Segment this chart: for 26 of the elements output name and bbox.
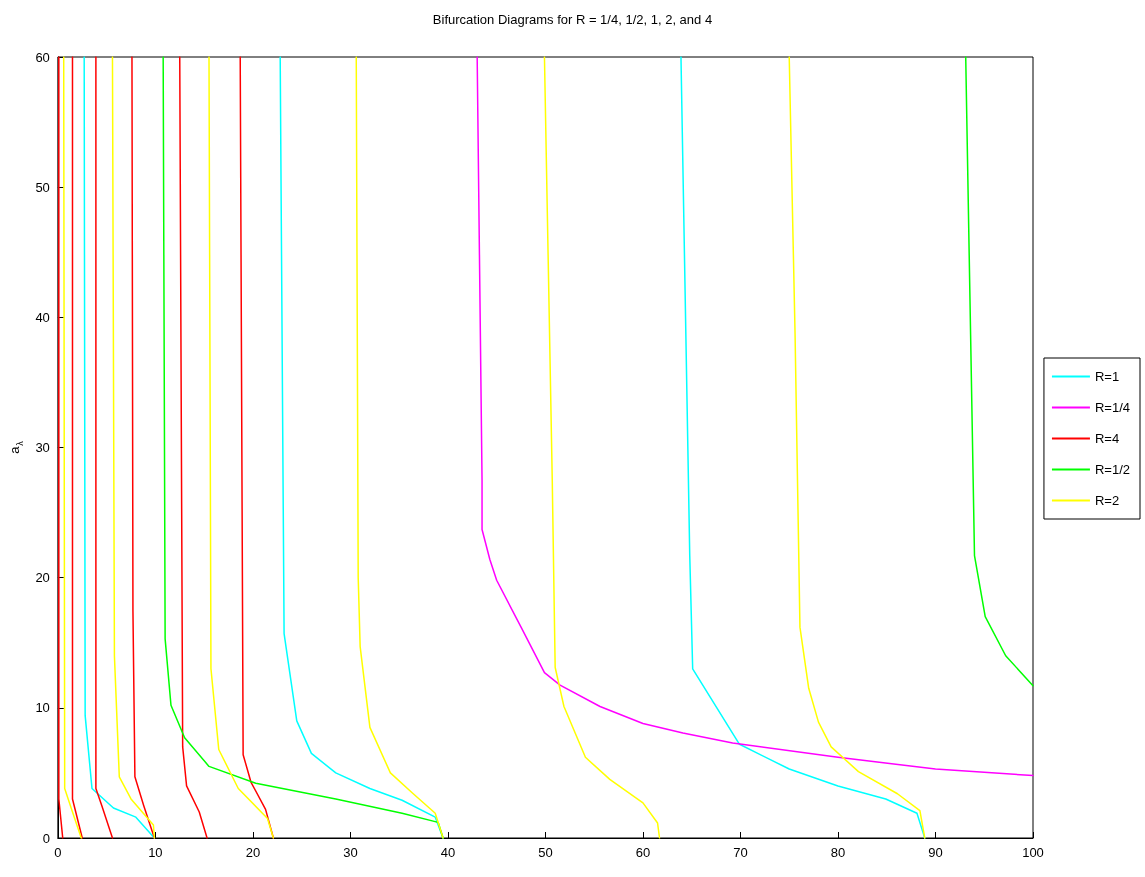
y-tick-label: 60 <box>35 49 50 65</box>
x-tick-label: 50 <box>538 845 553 860</box>
y-tick-label: 10 <box>35 700 50 716</box>
x-tick-label: 20 <box>245 845 261 860</box>
y-tick-label: 50 <box>35 179 50 195</box>
x-tick-label: 70 <box>733 845 748 860</box>
y-tick-label: 40 <box>35 309 50 325</box>
x-tick-label: 0 <box>54 845 62 860</box>
y-tick-label: 0 <box>42 830 50 846</box>
x-tick-label: 80 <box>830 845 846 860</box>
x-tick-label: 40 <box>440 845 456 860</box>
legend-label: R=1 <box>1094 369 1120 384</box>
y-tick-label: 30 <box>35 440 50 455</box>
x-tick-label: 30 <box>343 845 358 860</box>
legend-label: R=2 <box>1094 493 1120 508</box>
chart-title: Bifurcation Diagrams for R = 1/4, 1/2, 1, 2, and 4 <box>432 12 713 27</box>
legend-label: R=1/4 <box>1094 400 1131 415</box>
x-tick-label: 60 <box>635 845 651 860</box>
legend-label: R=4 <box>1094 431 1120 446</box>
y-tick-label: 20 <box>35 570 50 586</box>
x-tick-label: 90 <box>928 845 943 860</box>
line-series <box>476 56 1034 777</box>
legend-label: R=1/2 <box>1094 462 1131 477</box>
x-tick-label: 10 <box>148 845 163 860</box>
x-tick-label: 100 <box>1022 845 1044 860</box>
y-axis-title: aλ <box>7 440 25 454</box>
